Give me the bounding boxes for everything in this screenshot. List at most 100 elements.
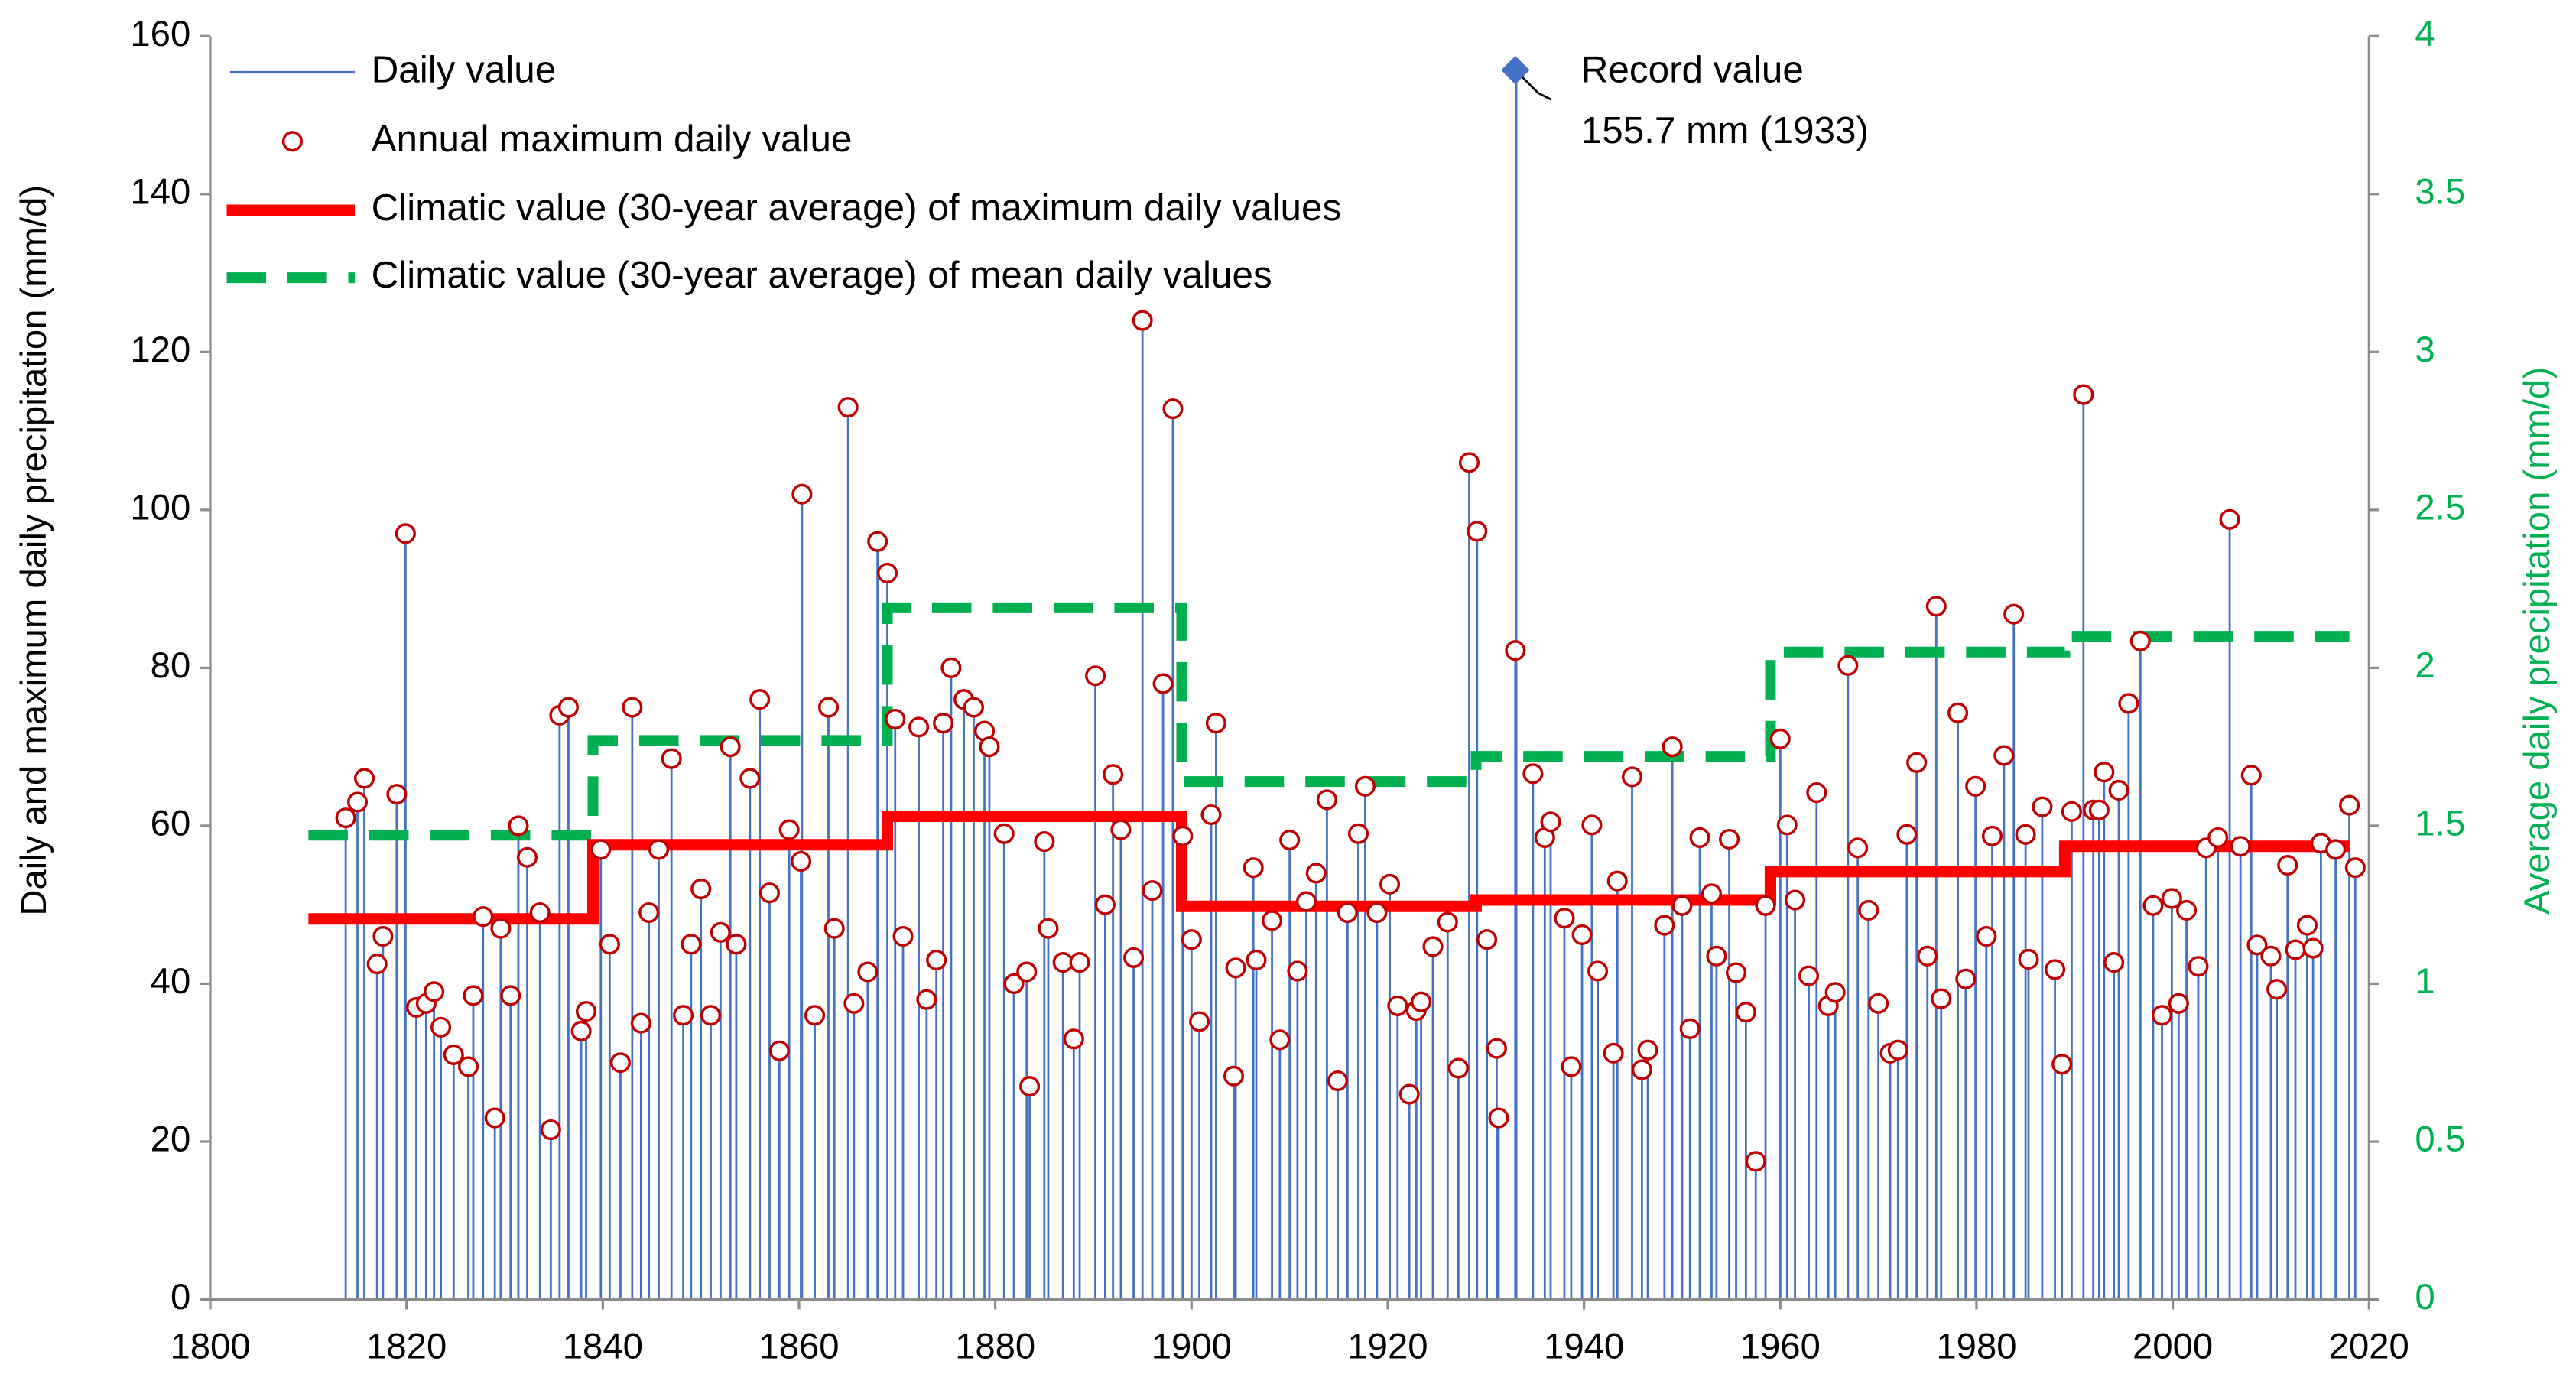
annual-max-marker — [622, 697, 643, 718]
x-tick-label: 1940 — [1544, 1326, 1624, 1366]
annual-max-marker — [2296, 915, 2318, 936]
annual-max-marker — [1387, 995, 1408, 1016]
y-tick-label: 100 — [130, 487, 190, 528]
annual-max-marker — [372, 925, 394, 947]
annual-max-marker — [1654, 915, 1675, 936]
annual-max-marker — [710, 921, 731, 943]
annual-max-marker — [529, 902, 551, 924]
x-tick-label: 1900 — [1152, 1326, 1232, 1366]
annual-max-marker — [473, 906, 494, 928]
annual-max-marker — [1837, 655, 1859, 676]
annual-max-marker — [1925, 596, 1947, 617]
annual-max-marker — [700, 1005, 722, 1026]
annual-max-marker — [490, 918, 512, 939]
annual-max-marker — [366, 954, 388, 975]
annual-max-marker — [837, 397, 859, 418]
annual-max-marker — [599, 934, 620, 955]
annual-max-marker — [1162, 398, 1184, 420]
annual-max-marker — [2277, 855, 2298, 876]
annual-max-marker — [940, 657, 962, 678]
annual-max-marker — [575, 1001, 597, 1022]
annual-max-marker — [2246, 934, 2268, 956]
annual-max-marker — [2032, 796, 2053, 817]
annual-max-marker — [2073, 384, 2094, 405]
annual-max-marker — [1094, 894, 1116, 915]
annual-max-marker — [2061, 801, 2082, 822]
annual-max-marker — [1976, 925, 1997, 947]
y-tick-label: 20 — [151, 1119, 191, 1159]
annual-max-marker — [516, 846, 538, 868]
annual-max-marker — [1063, 1028, 1084, 1050]
annual-max-marker — [1337, 902, 1358, 924]
annual-max-marker — [2051, 1054, 2073, 1075]
annual-max-marker — [557, 697, 579, 718]
annual-max-marker — [963, 697, 984, 718]
annual-max-marker — [876, 562, 898, 584]
annual-max-marker — [2151, 1005, 2173, 1026]
annual-max-marker — [2129, 630, 2151, 651]
annual-max-marker — [1662, 736, 1683, 758]
x-tick-label: 1800 — [170, 1326, 250, 1366]
annual-max-marker — [1205, 713, 1226, 734]
annual-max-marker — [1316, 789, 1337, 811]
y2-tick-label: 0.5 — [2415, 1119, 2465, 1159]
annual-max-marker — [1603, 1042, 1624, 1064]
annual-max-marker — [540, 1119, 561, 1141]
annual-max-marker — [1701, 883, 1722, 905]
max-climatic-line — [308, 811, 2350, 925]
annual-max-marker — [1366, 902, 1388, 924]
annual-max-marker — [1295, 891, 1317, 912]
annual-max-marker — [1981, 825, 2003, 846]
annual-max-marker — [690, 879, 712, 900]
y2-tick-label: 2.5 — [2415, 487, 2465, 528]
annual-max-marker — [1679, 1018, 1701, 1039]
x-tick-label: 1920 — [1347, 1326, 1428, 1366]
annual-max-marker — [1587, 960, 1609, 982]
annual-max-marker — [1554, 908, 1575, 929]
annual-max-marker — [1354, 775, 1376, 797]
annual-max-marker — [1269, 1029, 1291, 1051]
annual-max-marker — [1706, 945, 1727, 967]
annual-max-marker — [1016, 961, 1038, 983]
legend-swatch — [281, 131, 303, 152]
annual-max-marker — [933, 713, 954, 734]
annual-max-marker — [926, 949, 947, 971]
annual-max-marker — [979, 736, 1000, 758]
annual-max-marker — [1132, 310, 1153, 331]
annual-max-marker — [630, 1012, 651, 1034]
annual-max-marker — [1069, 952, 1090, 973]
annual-max-marker — [857, 961, 879, 983]
annual-max-marker — [457, 1056, 479, 1077]
annual-max-marker — [2230, 836, 2251, 857]
annual-max-marker — [1003, 973, 1025, 995]
annual-max-marker — [768, 1040, 790, 1061]
annual-max-marker — [661, 748, 682, 769]
annual-max-marker — [1581, 814, 1603, 836]
annual-max-marker — [1631, 1059, 1652, 1080]
annual-max-marker — [1422, 936, 1444, 957]
y2-tick-label: 1 — [2415, 961, 2435, 1002]
annual-max-marker — [1887, 1039, 1908, 1061]
annotation-leader — [1538, 92, 1552, 101]
annual-max-marker — [1671, 895, 1693, 916]
annual-max-marker — [353, 768, 375, 789]
annual-max-marker — [395, 523, 416, 544]
x-tick-label: 1860 — [759, 1326, 839, 1366]
annual-max-marker — [2161, 888, 2182, 909]
annual-max-marker — [1735, 1002, 1756, 1023]
annual-max-marker — [1776, 814, 1798, 836]
annual-max-marker — [2015, 824, 2036, 845]
annual-max-marker — [1719, 828, 1740, 850]
annual-max-marker — [2103, 952, 2125, 973]
y2-tick-label: 3.5 — [2415, 171, 2465, 212]
annual-max-marker — [1505, 640, 1526, 661]
annual-max-marker — [1561, 1056, 1582, 1077]
annual-max-marker — [424, 981, 445, 1002]
annual-max-marker — [2142, 895, 2164, 916]
annual-max-marker — [1798, 965, 1820, 986]
annual-max-marker — [673, 1005, 694, 1026]
annual-max-marker — [1931, 988, 1952, 1009]
annual-max-marker — [1243, 857, 1264, 879]
annual-max-marker — [1305, 863, 1327, 884]
